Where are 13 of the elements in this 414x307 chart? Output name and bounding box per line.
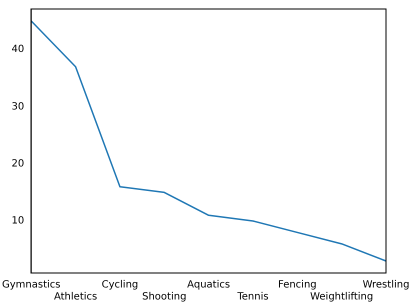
y-tick-label: 30 [12,101,24,112]
x-tick-label: Fencing [278,280,317,291]
x-tick-label: Weightlifting [310,292,374,303]
x-tick-label: Gymnastics [2,280,60,291]
x-tick-label: Athletics [54,292,98,303]
y-tick-label: 20 [12,158,24,170]
y-tick-label: 40 [12,44,24,56]
x-tick-label: Wrestling [362,280,410,291]
x-tick-label: Tennis [236,292,269,303]
x-tick-label: Shooting [142,292,186,303]
x-tick-label: Aquatics [187,280,230,291]
y-tick-label: 10 [12,216,24,227]
x-tick-label: Cycling [102,280,138,291]
